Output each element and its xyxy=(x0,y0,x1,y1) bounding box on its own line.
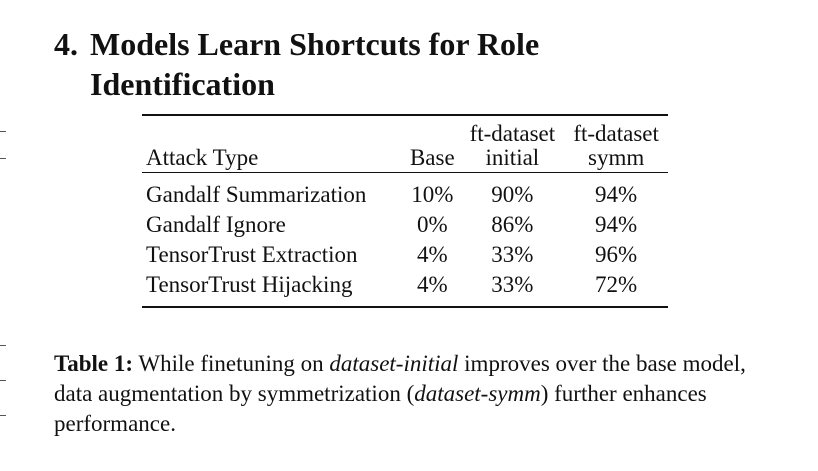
table-caption: Table 1: While finetuning on dataset-ini… xyxy=(54,349,774,439)
cell-base: 4% xyxy=(416,242,448,267)
caption-emphasis: dataset-symm xyxy=(414,381,541,406)
margin-tick xyxy=(0,131,6,132)
header-ft-dataset-initial: ft-dataset initial xyxy=(461,115,565,173)
caption-text: ) further enhances performance. xyxy=(54,381,707,436)
cell-ft-symm: 96% xyxy=(595,242,638,267)
cell-ft-initial: 33% xyxy=(491,242,534,267)
section-title-line1: Models Learn Shortcuts for Role xyxy=(90,26,540,62)
cell-ft-symm: 94% xyxy=(595,182,638,207)
cell-attack: TensorTrust Hijacking xyxy=(146,272,353,297)
cell-ft-initial: 90% xyxy=(491,182,534,207)
cell-attack: TensorTrust Extraction xyxy=(146,242,358,267)
results-table: Attack Type Base ft-dataset initial ft-d… xyxy=(142,114,668,308)
header-ft-dataset-symm: ft-dataset symm xyxy=(564,115,668,173)
header-ft-symm-line2: symm xyxy=(588,145,645,170)
margin-tick xyxy=(0,415,6,416)
table-row: TensorTrust Extraction 4% 33% 96% xyxy=(142,240,668,270)
table-row: TensorTrust Hijacking 4% 33% 72% xyxy=(142,270,668,307)
cell-ft-initial: 33% xyxy=(491,272,534,297)
section-number: 4. xyxy=(54,26,78,62)
header-ft-initial-line2: initial xyxy=(485,145,540,170)
section-title-line2: Identification xyxy=(90,66,275,102)
cell-attack: Gandalf Summarization xyxy=(146,182,367,207)
margin-tick xyxy=(0,158,6,159)
cell-base: 0% xyxy=(416,212,448,237)
cell-base: 4% xyxy=(416,272,448,297)
header-base: Base xyxy=(409,145,455,170)
section-heading: 4. Models Learn Shortcuts for Role Identi… xyxy=(54,24,539,104)
cell-ft-symm: 94% xyxy=(595,212,638,237)
caption-label: Table 1: xyxy=(54,351,134,376)
table-row: Gandalf Ignore 0% 86% 94% xyxy=(142,210,668,240)
margin-tick xyxy=(0,345,6,346)
caption-text: While finetuning on xyxy=(133,351,330,376)
header-ft-initial-line1: ft-dataset xyxy=(469,121,556,146)
cell-ft-symm: 72% xyxy=(595,272,638,297)
header-attack-type: Attack Type xyxy=(146,145,259,170)
margin-tick xyxy=(0,380,6,381)
cell-ft-initial: 86% xyxy=(491,212,534,237)
caption-emphasis: dataset-initial xyxy=(329,351,459,376)
cell-attack: Gandalf Ignore xyxy=(146,212,286,237)
cell-base: 10% xyxy=(411,182,454,207)
table-row: Gandalf Summarization 10% 90% 94% xyxy=(142,173,668,211)
caption-text: improves over the base model, data augme… xyxy=(54,351,746,406)
header-ft-symm-line1: ft-dataset xyxy=(573,121,659,146)
table-header-row: Attack Type Base ft-dataset initial ft-d… xyxy=(142,115,668,173)
